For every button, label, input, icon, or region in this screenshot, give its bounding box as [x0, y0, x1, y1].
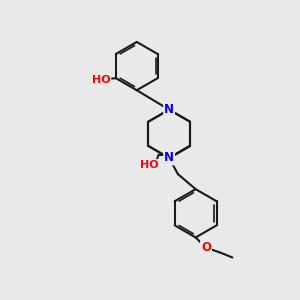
Text: N: N [164, 152, 174, 164]
Text: N: N [164, 103, 174, 116]
Text: HO: HO [92, 75, 110, 85]
Text: O: O [201, 241, 211, 254]
Text: HO: HO [140, 160, 159, 170]
